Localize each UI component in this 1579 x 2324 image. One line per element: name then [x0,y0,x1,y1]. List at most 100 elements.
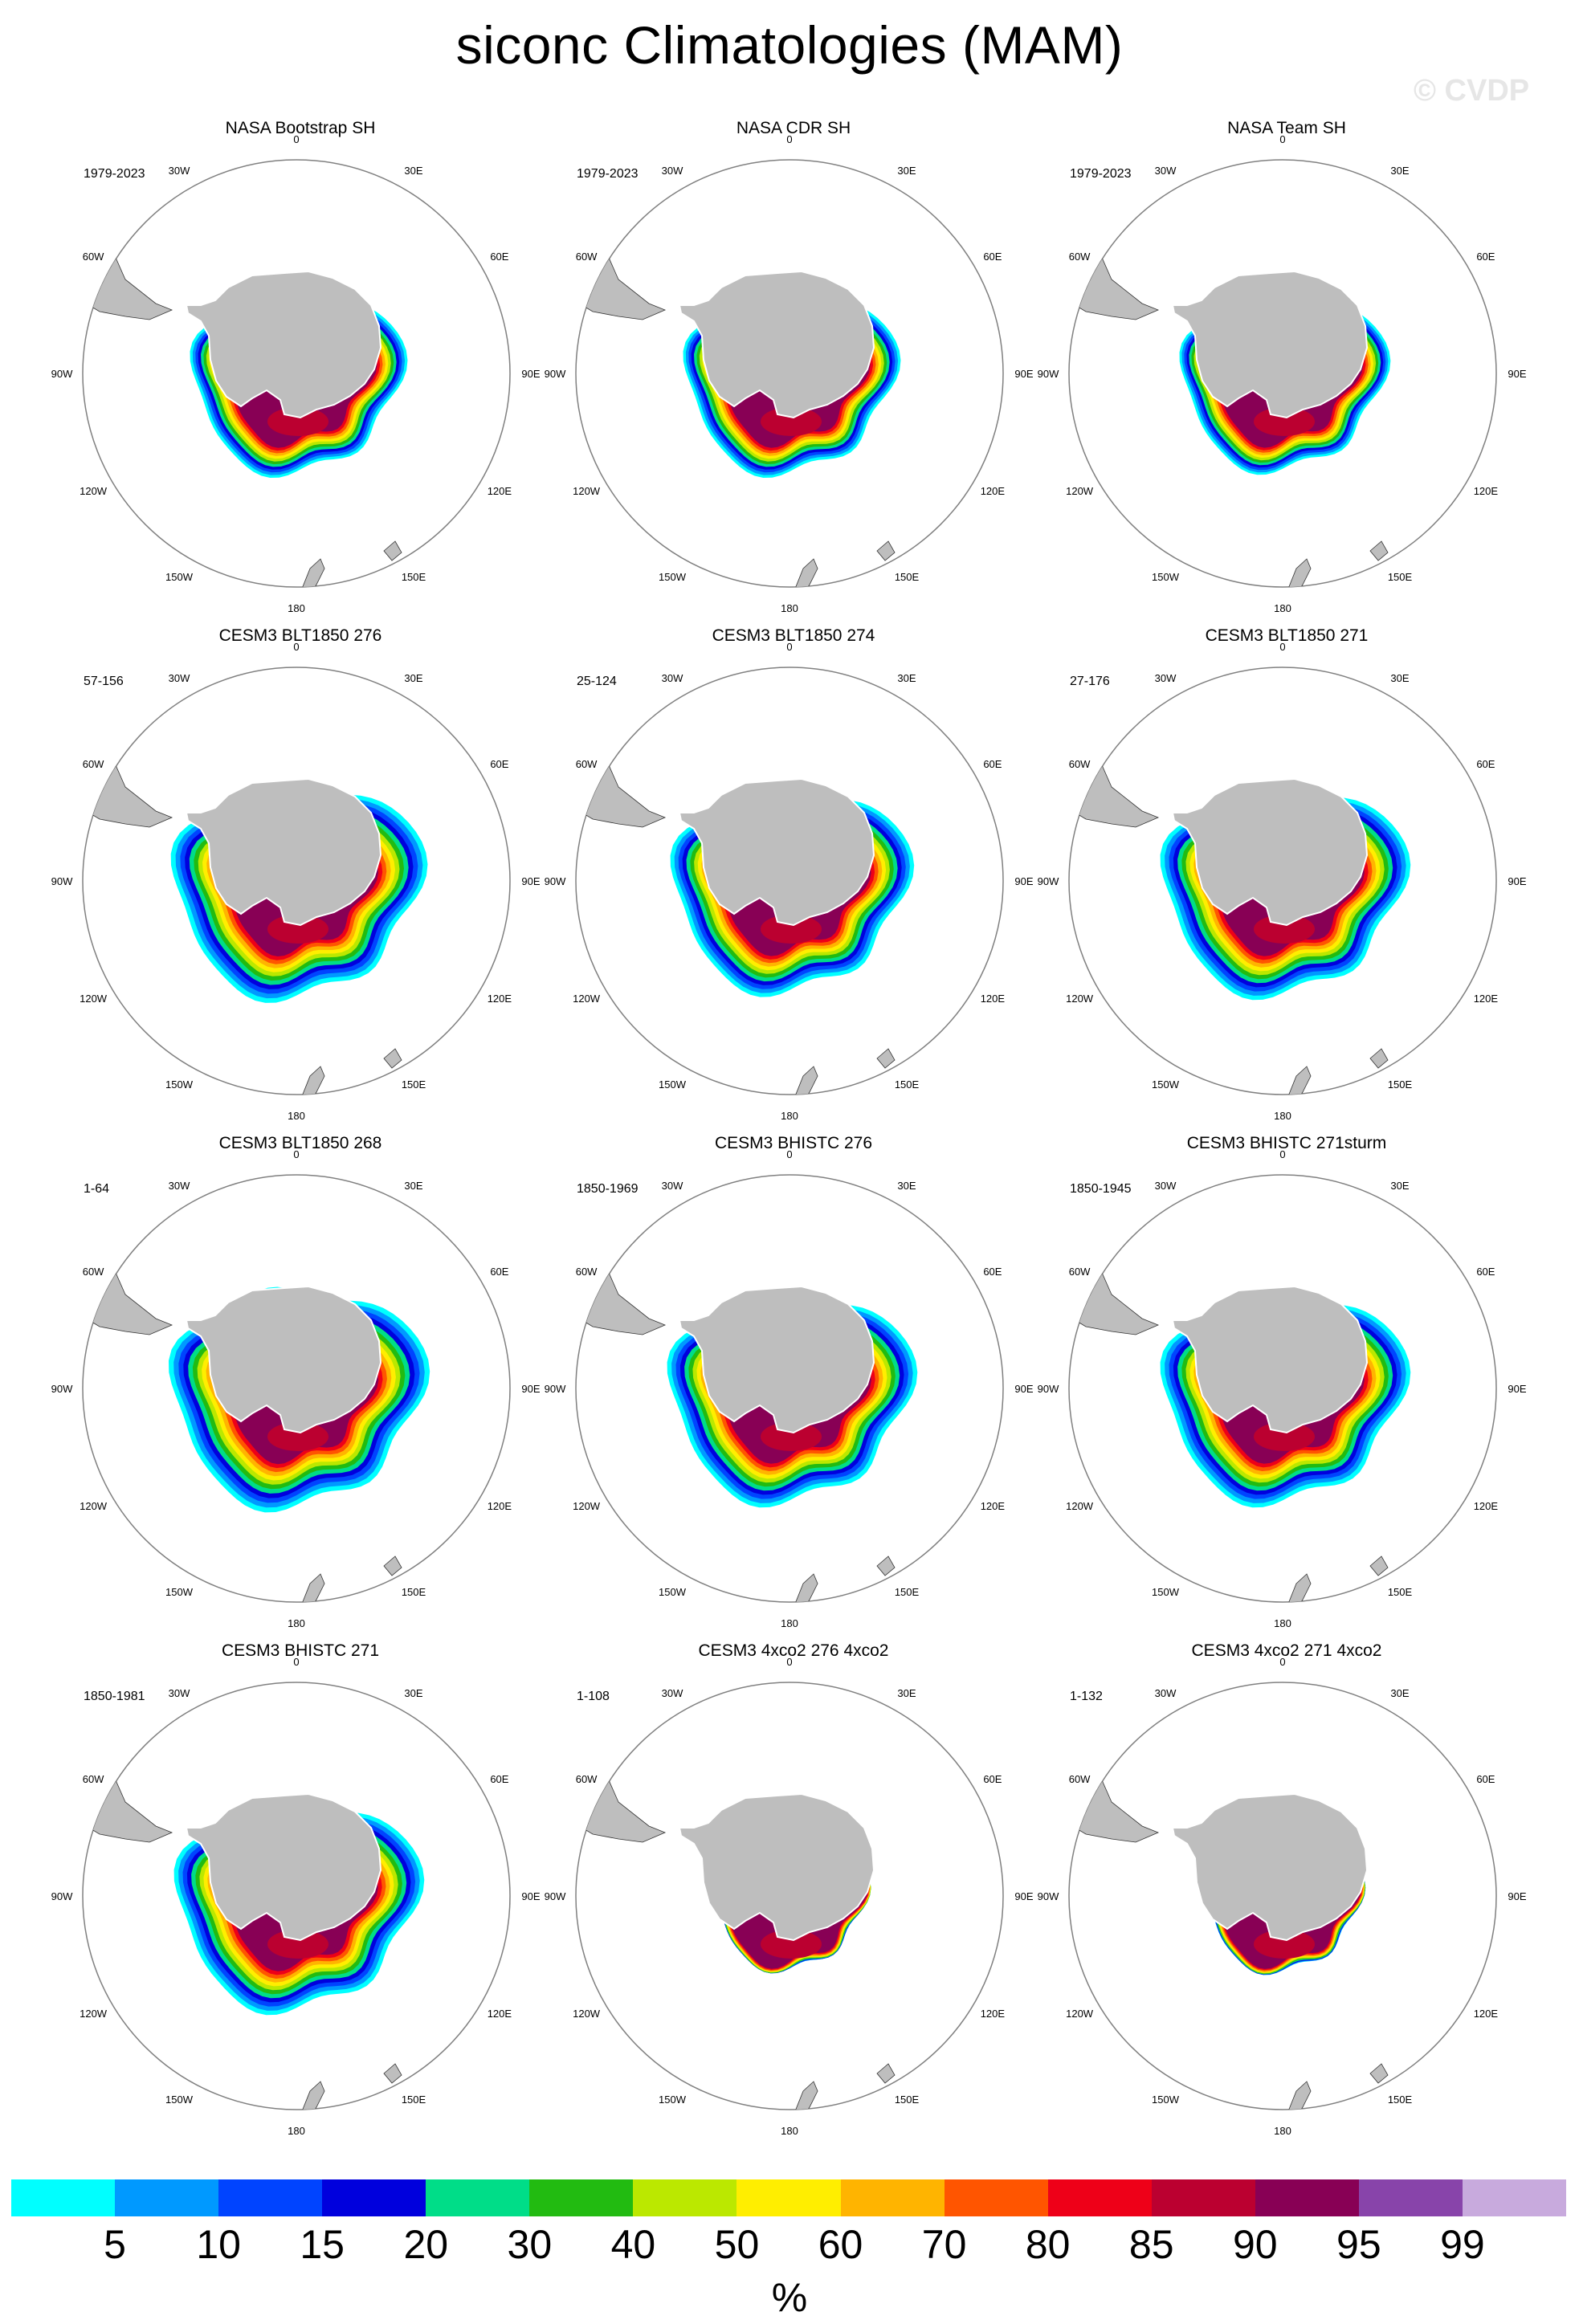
longitude-label-120e: 120E [1474,1500,1499,1512]
polar-map: 0 30E 60E 90E 120E 150E 180 150W 120W 90W 60W 30W [1038,641,1527,1122]
antarctica-landmass [1171,777,1369,927]
antarctica-landmass [185,270,382,419]
new-zealand-landmass [793,1573,818,1602]
longitude-label-150w: 150W [165,1078,194,1091]
tasmania-landmass [383,540,402,561]
longitude-label-150e: 150E [1388,1078,1413,1091]
panel-years: 1979-2023 [577,167,639,181]
polar-map: 0 30E 60E 90E 120E 150E 180 150W 120W 90W 60W 30W [51,1656,541,2137]
map-panel: CESM3 4xco2 271 4xco2 1-132 0 30E 60E 90E 120E… [1038,1641,1536,2147]
panel-years: 1-132 [1070,1690,1103,1703]
colorbar-segment [11,2179,116,2216]
longitude-label-30w: 30W [662,1180,683,1192]
panel-title: NASA Team SH [1227,119,1346,137]
colorbar-tick-label: 99 [1440,2222,1485,2267]
longitude-label-60w: 60W [1069,1773,1091,1785]
longitude-label-90w: 90W [1038,1383,1059,1395]
longitude-label-90w: 90W [1038,875,1059,887]
longitude-label-90e: 90E [1014,875,1033,887]
longitude-label-30e: 30E [404,165,422,177]
longitude-label-150w: 150W [1152,2094,1180,2106]
longitude-label-60w: 60W [83,758,104,770]
longitude-label-90w: 90W [51,368,73,380]
antarctica-landmass [1171,1792,1369,1942]
longitude-label-90e: 90E [1508,1383,1526,1395]
longitude-label-60e: 60E [983,251,1002,263]
tasmania-landmass [876,2063,896,2084]
panel-title: CESM3 BLT1850 268 [218,1134,382,1152]
ross-sea-ice [1254,1422,1315,1451]
longitude-label-90e: 90E [1508,368,1526,380]
colorbar-segment [218,2179,323,2216]
cvdp-watermark: © CVDP [1414,74,1530,108]
longitude-label-150w: 150W [165,2094,194,2106]
map-panel: CESM3 BHISTC 276 1850-1969 0 30E 60E 90E 120E 1… [545,1134,1042,1640]
colorbar-segment [529,2179,634,2216]
longitude-label-90w: 90W [51,875,73,887]
tasmania-landmass [1369,1555,1389,1576]
longitude-label-120w: 120W [573,993,601,1005]
longitude-label-180: 180 [1274,1110,1291,1122]
ross-sea-ice [761,1422,822,1451]
new-zealand-landmass [1286,1066,1312,1095]
panel-title: NASA Bootstrap SH [225,119,376,137]
polar-map: 0 30E 60E 90E 120E 150E 180 150W 120W 90W 60W 30W [1038,1656,1527,2137]
ross-sea-ice [267,1422,328,1451]
longitude-label-120e: 120E [981,993,1006,1005]
longitude-label-0: 0 [1279,641,1285,653]
longitude-label-150e: 150E [895,1586,920,1598]
longitude-label-60e: 60E [490,1266,508,1278]
longitude-label-90w: 90W [1038,368,1059,380]
longitude-label-30e: 30E [1390,1180,1409,1192]
longitude-label-150w: 150W [659,2094,687,2106]
new-zealand-landmass [793,1066,818,1095]
longitude-label-30e: 30E [404,1687,422,1699]
tasmania-landmass [1369,2063,1389,2084]
longitude-label-120w: 120W [573,1500,601,1512]
panel-title: CESM3 BHISTC 271sturm [1186,1134,1387,1152]
longitude-label-120w: 120W [573,485,601,497]
map-panel: NASA CDR SH 1979-2023 0 30E 60E 90E 120E 150E 18… [545,119,1042,625]
tasmania-landmass [876,1555,896,1576]
longitude-label-180: 180 [1274,2125,1291,2137]
tasmania-landmass [876,1048,896,1069]
new-zealand-landmass [1286,558,1312,587]
longitude-label-30e: 30E [897,1180,916,1192]
map-panel: NASA Team SH 1979-2023 0 30E 60E 90E 120E 150E 1… [1038,119,1536,625]
polar-map: 0 30E 60E 90E 120E 150E 180 150W 120W 90W 60W 30W [51,133,541,614]
longitude-label-30w: 30W [169,1687,190,1699]
longitude-label-0: 0 [786,1656,792,1668]
longitude-label-90e: 90E [521,368,540,380]
longitude-label-90e: 90E [1014,1383,1033,1395]
map-panel: CESM3 BLT1850 276 57-156 0 30E 60E 90E 120E 150… [51,626,549,1132]
longitude-label-120w: 120W [80,2008,108,2020]
longitude-label-90e: 90E [521,1890,540,1902]
polar-map: 0 30E 60E 90E 120E 150E 180 150W 120W 90W 60W 30W [545,133,1034,614]
new-zealand-landmass [1286,2081,1312,2110]
longitude-label-60e: 60E [1476,1266,1495,1278]
panel-title: CESM3 BLT1850 276 [218,626,382,645]
longitude-label-150w: 150W [659,1078,687,1091]
new-zealand-landmass [300,1066,325,1095]
longitude-label-120e: 120E [488,1500,512,1512]
panel-years: 1-108 [577,1690,610,1703]
tasmania-landmass [876,540,896,561]
map-panel: NASA Bootstrap SH 1979-2023 0 30E 60E 90E 120E… [51,119,549,625]
longitude-label-90e: 90E [1014,1890,1033,1902]
longitude-label-90e: 90E [1508,875,1526,887]
longitude-label-30e: 30E [1390,672,1409,684]
colorbar-segment [1047,2179,1152,2216]
longitude-label-60w: 60W [83,1773,104,1785]
colorbar-segment [1462,2179,1566,2216]
colorbar-tick-label: 40 [610,2222,656,2267]
colorbar-segment [633,2179,737,2216]
colorbar-segment [736,2179,841,2216]
longitude-label-60e: 60E [1476,1773,1495,1785]
panel-title: NASA CDR SH [736,119,851,137]
longitude-label-180: 180 [1274,1617,1291,1629]
new-zealand-landmass [300,558,325,587]
new-zealand-landmass [1286,1573,1312,1602]
polar-map: 0 30E 60E 90E 120E 150E 180 150W 120W 90W 60W 30W [1038,1148,1527,1629]
antarctica-landmass [1171,1285,1369,1434]
longitude-label-180: 180 [288,602,305,614]
